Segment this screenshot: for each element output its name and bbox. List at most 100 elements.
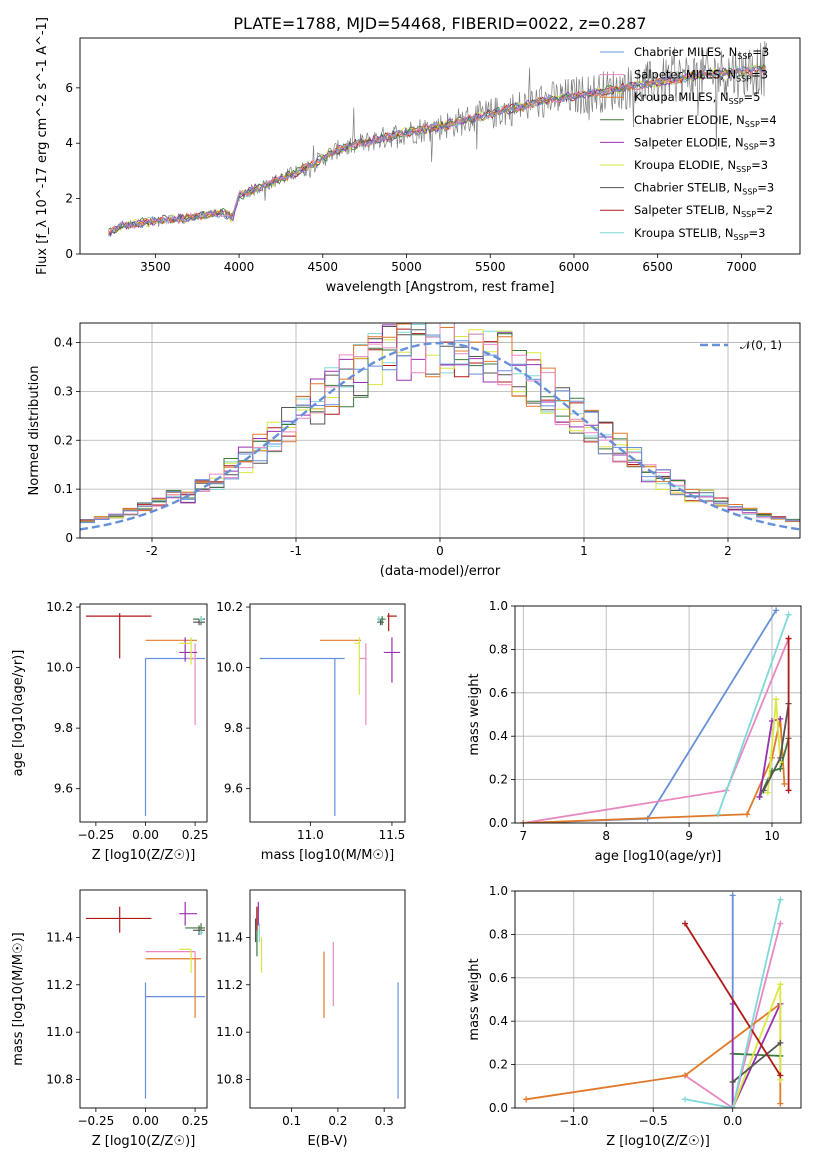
mass-weight-vs-age-panel: 7 8 9 10 0.0 0.2 0.4 0.6 0.8 1.0 age [log10(age/yr… — [467, 599, 802, 864]
normal-distribution-curve — [80, 341, 800, 531]
x-tick-label: 0.0 — [723, 1114, 742, 1128]
series-line — [758, 738, 790, 798]
axes-frame — [249, 603, 406, 823]
y-tick-label: 11.4 — [46, 930, 73, 944]
legend-label-text: Salpeter STELIB, N — [634, 203, 741, 217]
data-point-errorbar — [377, 616, 381, 623]
x-tick-label: 4500 — [308, 260, 339, 274]
data-point-marker — [785, 611, 792, 618]
y-tick-label: 0.2 — [54, 433, 73, 447]
legend-label-count: =2 — [756, 203, 773, 217]
legend-label: Salpeter MILES, NSSP=3 — [634, 68, 768, 84]
x-tick-label: 9 — [685, 829, 693, 843]
y-axis-label: mass weight — [467, 673, 482, 755]
data-point-marker — [682, 920, 689, 927]
data-point-marker — [682, 1096, 689, 1103]
x-axis-label: Z [log10(Z/Z☉)] — [606, 1134, 710, 1149]
x-axis-label: wavelength [Angstrom, rest frame] — [326, 280, 555, 295]
x-tick-label: -1 — [290, 544, 302, 558]
legend-label-subscript: SSP — [734, 233, 749, 242]
x-tick-label: 0.25 — [182, 828, 209, 842]
data-point-marker — [715, 811, 722, 818]
y-tick-label: 0.2 — [489, 1058, 508, 1072]
data-point-marker — [523, 1096, 530, 1103]
error-bars — [85, 613, 206, 816]
x-axis-label: (data-model)/error — [380, 564, 501, 579]
series-lines — [523, 892, 784, 1108]
legend-label-count: =3 — [751, 158, 768, 172]
y-tick-label: 0.0 — [489, 816, 508, 830]
data-point-marker — [729, 892, 736, 899]
legend-label-count: =3 — [757, 181, 774, 195]
x-tick-label: −1.0 — [559, 1114, 588, 1128]
y-tick-label: 0 — [65, 531, 73, 545]
legend-label: Kroupa ELODIE, NSSP=3 — [634, 158, 768, 174]
data-point-marker — [785, 787, 792, 794]
error-bars — [254, 901, 399, 1099]
y-tick-label: 11.0 — [46, 1025, 73, 1039]
data-point-marker — [773, 696, 780, 703]
x-axis-label: mass [log10(M/M☉)] — [261, 848, 394, 863]
data-point-errorbar — [179, 901, 198, 926]
data-point-marker — [682, 1072, 689, 1079]
legend-entry: Chabrier STELIB, NSSP=3 — [600, 181, 774, 197]
mass-vs-metallicity-panel: −0.25 0.00 0.25 10.8 11.0 11.2 11.4 Z [log10(Z/… — [11, 889, 208, 1149]
x-tick-label: −0.25 — [77, 828, 114, 842]
axes-frame — [79, 603, 208, 823]
y-tick-label: 10.0 — [216, 661, 243, 675]
age-vs-metallicity-panel: −0.25 0.00 0.25 9.6 9.8 10.0 10.2 Z [log10(Z/Z☉… — [11, 600, 208, 863]
series-line — [731, 1003, 782, 1108]
series-line — [523, 609, 777, 823]
model-spectrum-line — [108, 65, 766, 235]
legend-label-text: Chabrier STELIB, N — [634, 181, 742, 195]
x-tick-label: 7 — [519, 829, 527, 843]
data-point-marker — [777, 896, 784, 903]
series-line — [684, 923, 782, 1108]
data-point-marker — [777, 920, 784, 927]
data-point-marker — [764, 789, 771, 796]
legend-label-subscript: SSP — [729, 97, 744, 106]
error-bars — [259, 613, 401, 816]
legend-label-count: =3 — [751, 68, 768, 82]
data-point-errorbar — [377, 619, 384, 626]
x-tick-label: 0.00 — [132, 828, 159, 842]
data-point-errorbar — [193, 619, 206, 626]
axes-frame — [514, 890, 802, 1109]
x-tick-label: 6500 — [642, 260, 673, 274]
legend-label-text: Chabrier ELODIE, N — [634, 113, 745, 127]
data-point-marker — [729, 1078, 736, 1085]
data-point-errorbar — [383, 637, 401, 683]
series — [520, 635, 792, 823]
legend-entry: 𝒩(0, 1) — [700, 338, 782, 352]
x-axis-label: age [log10(age/yr)] — [595, 849, 722, 864]
y-tick-label: 0.8 — [489, 642, 508, 656]
x-tick-label: 5500 — [475, 260, 506, 274]
y-tick-label: 0.1 — [54, 482, 73, 496]
legend-label: Kroupa MILES, NSSP=5 — [634, 90, 760, 106]
figure-title: PLATE=1788, MJD=54468, FIBERID=0022, z=0… — [233, 14, 646, 33]
x-tick-label: 0.00 — [132, 1114, 159, 1128]
data-point-errorbar — [259, 657, 345, 816]
legend-entry: Chabrier ELODIE, NSSP=4 — [600, 113, 777, 129]
data-point-marker — [520, 820, 527, 823]
legend-entry: Salpeter ELODIE, NSSP=3 — [600, 135, 776, 151]
x-tick-label: 6000 — [559, 260, 590, 274]
data-point-marker — [785, 635, 792, 642]
data-point-marker — [744, 811, 751, 818]
y-tick-label: 6 — [65, 81, 73, 95]
x-tick-label: 10 — [764, 829, 779, 843]
legend-label: Chabrier MILES, NSSP=3 — [634, 45, 769, 61]
y-axis-label: Flux [f_λ 10^-17 erg cm^-2 s^-1 A^-1] — [35, 17, 50, 275]
y-tick-label: 11.0 — [216, 1025, 243, 1039]
legend-entry: Kroupa ELODIE, NSSP=3 — [600, 158, 768, 174]
y-tick-label: 9.6 — [224, 782, 243, 796]
data-point-errorbar — [179, 948, 192, 973]
data-point-errorbar — [85, 613, 152, 659]
x-tick-label: 2 — [724, 544, 732, 558]
y-tick-label: 1.0 — [489, 599, 508, 613]
y-tick-label: 10.2 — [216, 600, 243, 614]
legend-label-count: =4 — [760, 113, 777, 127]
x-tick-label: 0 — [436, 544, 444, 558]
error-bars — [85, 901, 206, 1099]
legend-label: Chabrier ELODIE, NSSP=4 — [634, 113, 777, 129]
